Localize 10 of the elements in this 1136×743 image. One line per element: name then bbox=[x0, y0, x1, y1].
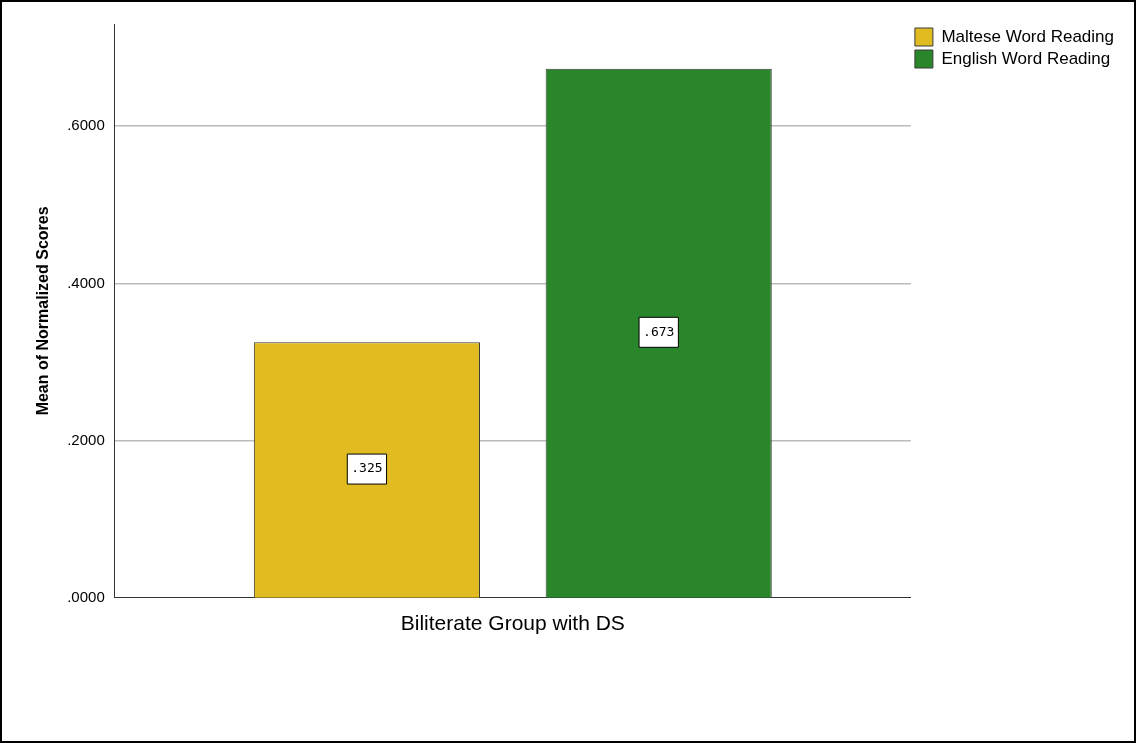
y-tick-label: .6000 bbox=[67, 116, 105, 134]
data-label: .673 bbox=[643, 323, 675, 339]
x-tick-label: Biliterate Group with DS bbox=[400, 611, 625, 635]
data-label: .325 bbox=[351, 460, 383, 476]
legend-label: Maltese Word Reading bbox=[941, 26, 1114, 46]
y-axis-title: Mean of Normalized Scores bbox=[34, 206, 52, 416]
legend-label: English Word Reading bbox=[941, 48, 1111, 68]
y-tick-label: .0000 bbox=[67, 587, 105, 605]
y-tick-label: .4000 bbox=[67, 273, 105, 291]
y-tick-label: .2000 bbox=[67, 430, 105, 448]
